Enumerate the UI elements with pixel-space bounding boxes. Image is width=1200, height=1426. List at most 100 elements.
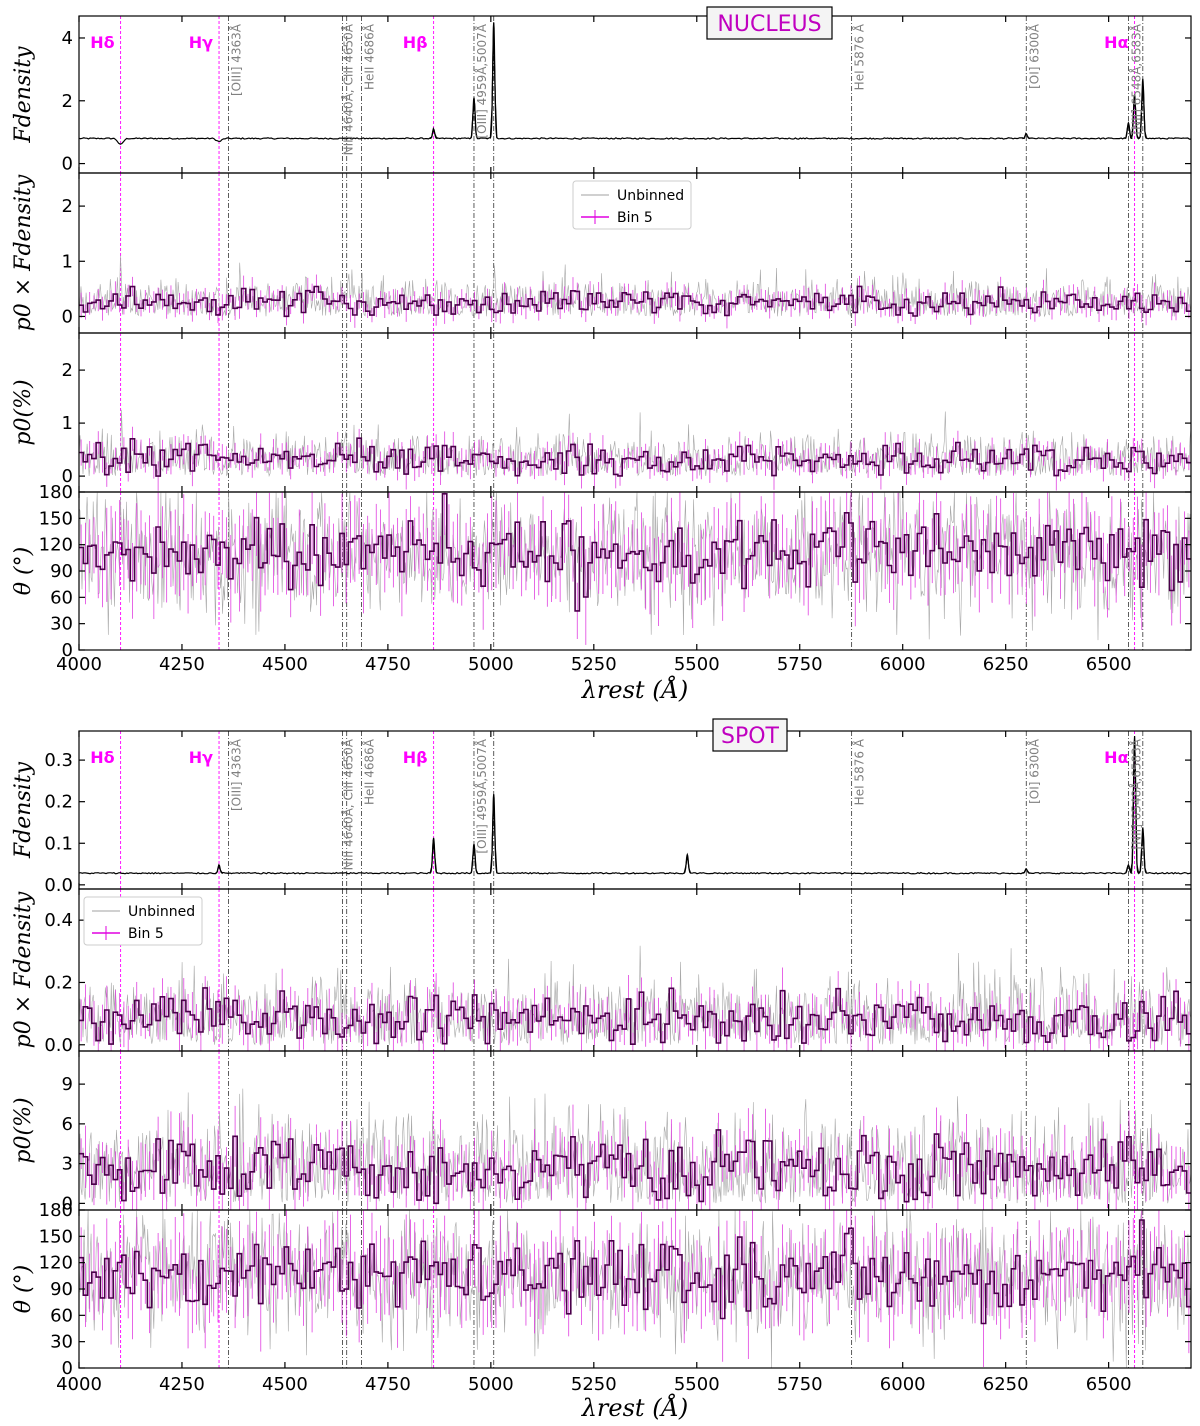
y-tick-label: 0.2	[44, 972, 73, 993]
balmer-line-label: Hγ	[189, 33, 213, 52]
y-tick-label: 4	[62, 28, 73, 49]
x-tick-label: 4750	[365, 1374, 411, 1395]
y-tick-label: 180	[39, 482, 73, 503]
y-tick-label: 180	[39, 1200, 73, 1221]
x-tick-label: 6250	[983, 1374, 1029, 1395]
panel-spot-3: 0 30 60 90 120 150 180 θ (°)	[11, 1200, 1192, 1379]
plot-area	[79, 731, 1191, 889]
y-tick-label: 0	[62, 466, 73, 487]
x-tick-label: 5250	[571, 1374, 617, 1395]
plot-area	[79, 1210, 1191, 1368]
x-axis-label: λrest (Å)	[581, 1393, 689, 1422]
panel-nucleus-3: 0 30 60 90 120 150 180 θ (°)	[11, 482, 1192, 661]
plot-area	[79, 173, 1191, 333]
panel-spot-0: 0.0 0.1 0.2 0.3 Fdensity	[11, 730, 1192, 896]
chart-nucleus: 0 2 4 Fdensity 0 1 2 p0 × Fdensity 0 1 2 p0(%) 0 30 60…	[11, 6, 1192, 704]
bin5-series-step	[79, 285, 1191, 318]
x-tick-label: 6500	[1086, 1374, 1132, 1395]
y-tick-label: 0.1	[44, 833, 73, 854]
emission-line-label: [OI] 6300Å	[1026, 23, 1041, 89]
y-tick-label: 0	[62, 640, 73, 661]
y-axis-label: p0(%)	[11, 1097, 36, 1163]
panel-nucleus-2: 0 1 2 p0(%)	[11, 332, 1192, 493]
emission-line-label: HeI 5876 Å	[852, 23, 867, 90]
panel-spot-2: 0 3 6 9 p0(%)	[11, 1050, 1192, 1214]
x-tick-label: 4000	[56, 1374, 102, 1395]
y-tick-label: 0	[62, 1193, 73, 1214]
balmer-line-label: Hβ	[403, 748, 428, 767]
y-axis-label: Fdensity	[11, 761, 36, 859]
x-tick-label: 6000	[880, 1374, 926, 1395]
y-axis-label: θ (°)	[11, 547, 36, 595]
plot-area	[79, 16, 1191, 173]
balmer-line-label: Hγ	[189, 748, 213, 767]
y-tick-label: 0	[62, 154, 73, 175]
x-axis-label: λrest (Å)	[581, 675, 689, 704]
emission-line-label: [NII] 6548Å,6583Å	[1128, 738, 1143, 849]
y-tick-label: 30	[50, 1332, 73, 1353]
x-tick-label: 6500	[1086, 654, 1132, 675]
plot-area	[79, 333, 1191, 492]
y-tick-label: 0	[62, 306, 73, 327]
y-tick-label: 2	[62, 196, 73, 217]
unbinned-series-line	[79, 492, 1191, 641]
x-tick-label: 4750	[365, 654, 411, 675]
y-tick-label: 3	[62, 1154, 73, 1175]
panel-spot-1: 0.0 0.2 0.4 p0 × Fdensity	[11, 888, 1192, 1056]
chart-spot: 0.0 0.1 0.2 0.3 Fdensity 0.0 0.2 0.4 p0 × Fdensi…	[11, 718, 1192, 1422]
panel-title: NUCLEUS	[717, 12, 821, 37]
y-tick-label: 2	[62, 360, 73, 381]
y-tick-label: 0.2	[44, 792, 73, 813]
panel-title-box	[712, 718, 788, 752]
x-tick-label: 5750	[777, 1374, 823, 1395]
x-tick-label: 5250	[571, 654, 617, 675]
y-axis-label: θ (°)	[11, 1265, 36, 1313]
y-tick-label: 1	[62, 251, 73, 272]
balmer-line-label: Hδ	[90, 748, 114, 767]
y-tick-label: 0.3	[44, 750, 73, 771]
unbinned-series-line	[79, 1210, 1191, 1368]
x-tick-label: 4000	[56, 654, 102, 675]
y-tick-label: 0.4	[44, 910, 73, 931]
y-tick-label: 1	[62, 413, 73, 434]
emission-line-label: [OIII] 4959Å,5007Å	[474, 738, 489, 853]
y-tick-label: 60	[50, 587, 73, 608]
emission-peak	[470, 97, 478, 139]
x-tick-label: 6000	[880, 654, 926, 675]
emission-peak	[429, 837, 438, 874]
legend-label: Bin 5	[128, 926, 164, 942]
emission-peak	[1130, 735, 1139, 874]
x-tick-label: 6250	[983, 654, 1029, 675]
y-tick-label: 0.0	[44, 875, 73, 896]
y-tick-label: 2	[62, 91, 73, 112]
y-axis-label: p0 × Fdensity	[11, 891, 36, 1048]
y-tick-label: 0	[62, 1358, 73, 1379]
emission-peak	[683, 852, 692, 874]
legend-label: Unbinned	[128, 904, 195, 920]
legend-label: Bin 5	[617, 210, 653, 226]
x-tick-label: 4250	[159, 654, 205, 675]
y-tick-label: 9	[62, 1074, 73, 1095]
y-axis-label: Fdensity	[11, 46, 36, 144]
emission-peak	[489, 794, 499, 874]
panel-title-box	[706, 6, 833, 40]
emission-peak	[1138, 827, 1147, 874]
plot-area	[79, 889, 1191, 1051]
emission-line-label: NIII 4640Å, CIII 4650Å	[341, 738, 356, 870]
emission-peak	[489, 22, 499, 139]
emission-line-label: [OI] 6300Å	[1026, 738, 1041, 804]
x-tick-label: 4500	[262, 654, 308, 675]
bin5-series-step	[79, 1219, 1191, 1325]
panel-nucleus-1: 0 1 2 p0 × Fdensity	[11, 172, 1192, 334]
x-tick-label: 4500	[262, 1374, 308, 1395]
x-tick-label: 5000	[468, 1374, 514, 1395]
emission-line-label: HeII 4686Å	[362, 738, 377, 805]
emission-line-label: HeII 4686Å	[362, 23, 377, 90]
emission-line-label: [OIII] 4363Å	[229, 23, 244, 96]
y-tick-label: 150	[39, 1226, 73, 1247]
unbinned-series-line	[79, 409, 1191, 477]
emission-peak	[429, 127, 438, 140]
x-tick-label: 5500	[674, 1374, 720, 1395]
bin5-series-step	[79, 987, 1191, 1045]
